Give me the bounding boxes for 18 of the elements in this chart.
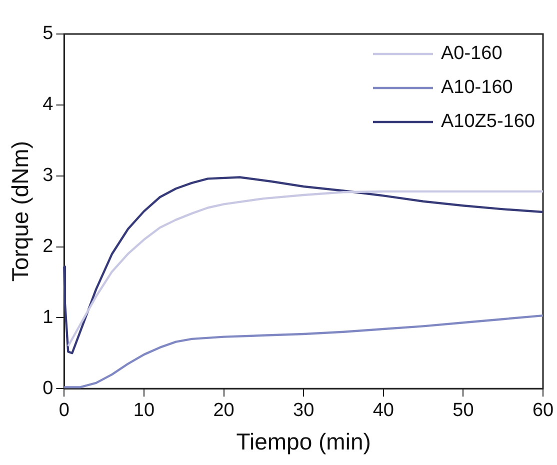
legend-label: A10-160 (440, 77, 513, 98)
x-tick-label: 10 (133, 400, 155, 422)
y-tick-label: 5 (42, 23, 54, 44)
legend-label: A0-160 (440, 43, 502, 64)
y-tick-label: 4 (42, 94, 54, 116)
y-tick-label: 0 (42, 378, 54, 399)
x-tick-label: 50 (452, 400, 474, 422)
y-tick-label: 2 (42, 236, 54, 257)
x-tick-label: 0 (58, 400, 70, 422)
y-tick-label: 1 (42, 306, 54, 328)
legend-label: A10Z5-160 (440, 111, 536, 132)
x-axis-title: Tiempo (min) (236, 428, 371, 455)
x-tick-label: 30 (293, 400, 314, 422)
x-tick-label: 40 (372, 400, 394, 422)
x-tick-label: 60 (532, 400, 554, 422)
x-tick-label: 20 (213, 400, 234, 422)
y-tick-label: 3 (42, 165, 54, 186)
y-axis-title: Torque (dNm) (7, 140, 34, 282)
